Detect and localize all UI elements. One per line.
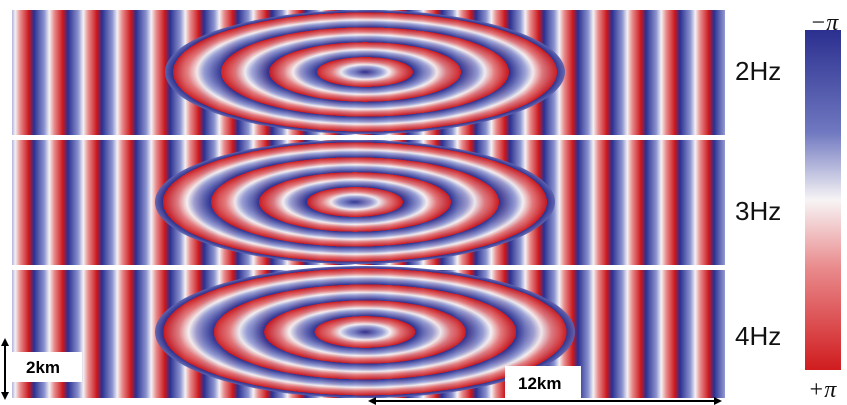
colorbar <box>805 30 841 370</box>
panel-label: 4Hz <box>735 321 781 351</box>
scale-label: 2km <box>26 358 60 377</box>
scale-label: 12km <box>518 374 561 393</box>
phase-map <box>12 10 725 135</box>
phase-map <box>12 266 725 398</box>
panel-label: 3Hz <box>735 196 781 226</box>
panel-label: 2Hz <box>735 56 781 86</box>
colorbar-label: +π <box>808 377 837 403</box>
colorbar-label: −π <box>810 10 839 36</box>
figure: 2Hz 3Hz 4Hz −π +π 2km 12km <box>0 0 847 405</box>
phase-map <box>12 140 725 265</box>
